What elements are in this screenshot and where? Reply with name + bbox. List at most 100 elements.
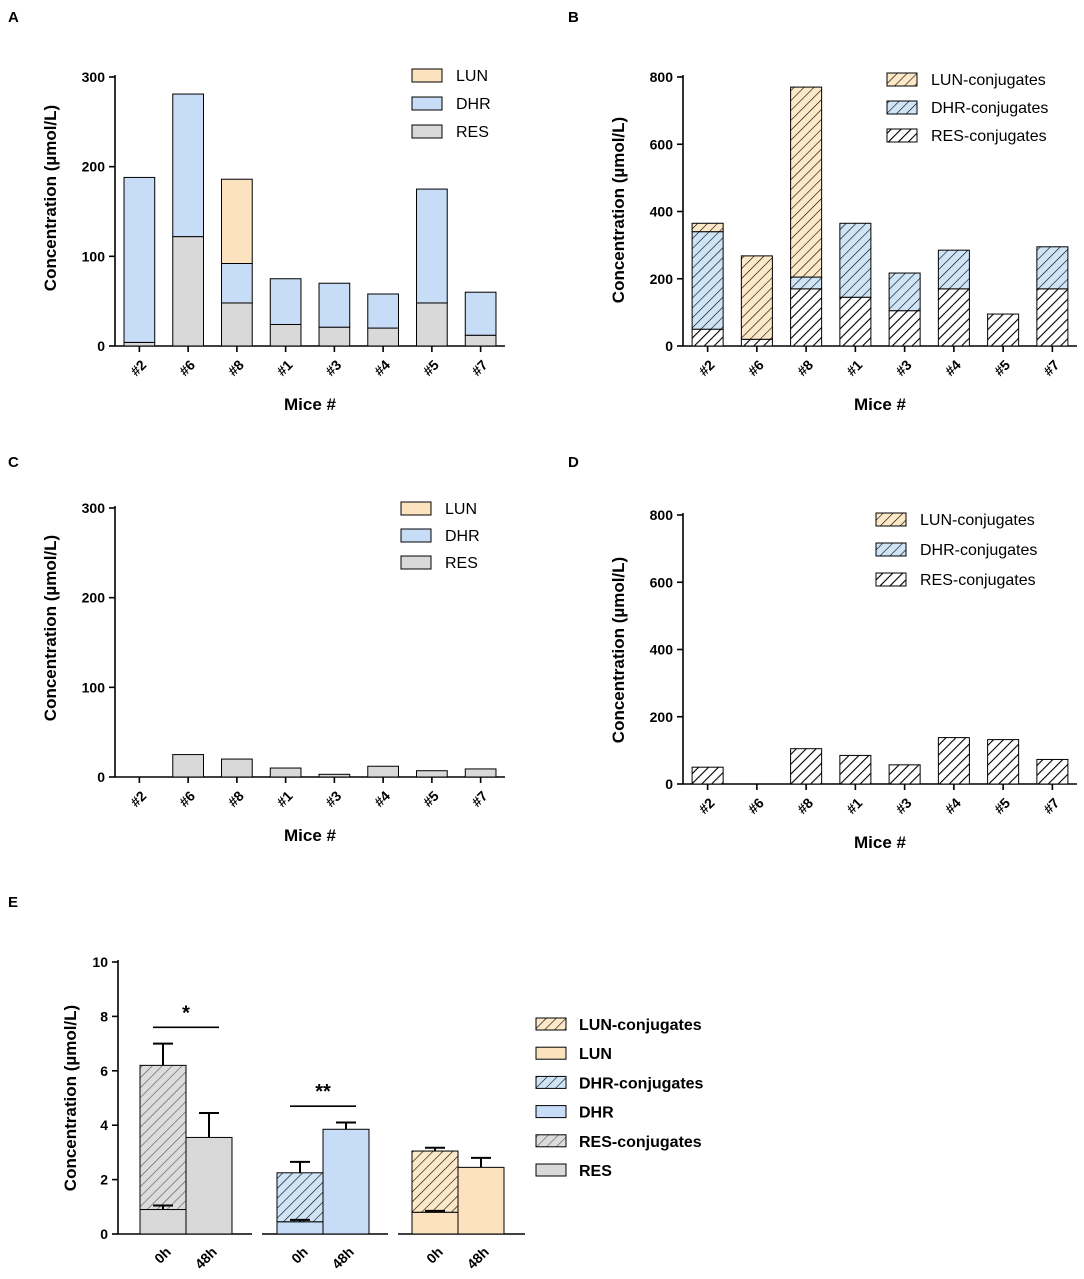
- panel-a-y-tick-label: 0: [97, 338, 105, 354]
- panel-c-x-tick-label: #1: [273, 787, 295, 809]
- panel-c-x-tick-label: #8: [224, 787, 246, 809]
- panel-c-bar-res-m3: [318, 773, 351, 778]
- panel-b-bar-lun-conjugates-m8: [790, 86, 823, 278]
- panel-e-bar-res-conjugates-0h: [139, 1064, 187, 1211]
- panel-b-legend-swatch-dhr-conjugates: [886, 100, 918, 115]
- panel-c-x-axis-title: Mice #: [284, 826, 337, 845]
- panel-a-bar-res-m5: [416, 302, 448, 347]
- panel-b-bar-res-conjugates-m2: [691, 328, 724, 347]
- panel-b-bar-lun-conjugates-m2: [691, 222, 724, 233]
- panel-a-bar-dhr-m2: [123, 176, 156, 343]
- panel-c-y-tick-label: 0: [97, 769, 105, 785]
- panel-b-x-axis-title: Mice #: [854, 395, 907, 414]
- panel-d-y-tick-label: 800: [650, 507, 674, 523]
- panel-b-y-tick-label: 400: [650, 204, 674, 220]
- panel-b-bar-dhr-conjugates-m2: [691, 231, 724, 330]
- panel-b-legend-swatch-res-conjugates: [886, 128, 918, 143]
- panel-d-legend-label-dhr-conjugates: DHR-conjugates: [920, 542, 1037, 559]
- panel-e-y-axis-title: Concentration (µmol/L): [61, 1005, 80, 1191]
- panel-a-bar-dhr-m1: [269, 278, 302, 325]
- panel-c-y-tick-label: 100: [82, 679, 106, 695]
- panel-a-bar-dhr-m4: [367, 293, 399, 329]
- panel-e-y-tick-label: 0: [100, 1226, 108, 1242]
- panel-e-legend-swatch-lun: [535, 1046, 567, 1060]
- panel-b-x-tick-label: #8: [794, 356, 816, 378]
- panel-b-legend-label-res-conjugates: RES-conjugates: [931, 128, 1047, 145]
- panel-e-legend-label-lun-conjugates: LUN-conjugates: [579, 1017, 702, 1034]
- panel-b-chart: 0 200 400 600 800 #2 #6 #8 #1 #3 #4 #5 #7 Mice # Conce…: [609, 69, 1077, 414]
- panel-e-x-tick-label: 0h: [151, 1244, 174, 1267]
- panel-c-chart: 0 100 200 300 #2 #6 #8 #1 #3 #4 #5 #7 Mice # Concentr…: [41, 500, 505, 845]
- panel-e-chart: 0 2 4 6 8 10 0h 48h * 0h 48h ** 0h 48h Concentration (…: [61, 954, 704, 1272]
- panel-e-legend-label-res-conjugates: RES-conjugates: [579, 1134, 702, 1151]
- panel-e-bar-lun-conjugates-0h: [411, 1150, 459, 1213]
- panel-a-bar-dhr-m5: [416, 188, 448, 304]
- panel-e-y-tick-label: 2: [100, 1172, 108, 1188]
- panel-c-x-tick-label: #3: [322, 787, 344, 809]
- panel-e-bar-res-0h: [139, 1209, 187, 1235]
- panel-b-y-tick-label: 800: [650, 69, 674, 85]
- panel-b-x-tick-label: #1: [843, 356, 865, 378]
- panel-a-x-tick-label: #4: [371, 356, 393, 378]
- panel-e-legend-label-lun: LUN: [579, 1046, 612, 1063]
- panel-a-bar-dhr-m3: [318, 282, 351, 328]
- panel-d-x-tick-label: #4: [941, 794, 963, 816]
- panel-a-legend-swatch-res: [411, 124, 443, 139]
- panel-a-legend-label-dhr: DHR: [456, 96, 491, 113]
- panel-c-legend-label-res: RES: [445, 555, 478, 572]
- panel-e-legend-swatch-res: [535, 1163, 567, 1177]
- panel-e-legend-swatch-dhr: [535, 1105, 567, 1119]
- panel-d-bar-res-conjugates-m7: [1036, 758, 1069, 785]
- panel-c-y-tick-label: 200: [82, 590, 106, 606]
- panel-c-bar-res-m7: [464, 768, 497, 778]
- panel-a-legend-swatch-dhr: [411, 96, 443, 111]
- panel-a-y-tick-label: 300: [82, 69, 106, 85]
- panel-b-bar-dhr-conjugates-m8: [790, 276, 823, 290]
- panel-e-significance-res: *: [182, 1002, 190, 1024]
- panel-a-x-tick-label: #6: [176, 356, 198, 378]
- panel-d-x-axis-title: Mice #: [854, 833, 907, 852]
- panel-e-legend-label-dhr: DHR: [579, 1105, 614, 1122]
- panel-b-x-tick-label: #3: [892, 356, 914, 378]
- panel-e-legend-swatch-res-conjugates: [535, 1134, 567, 1148]
- panel-d-legend-swatch-dhr-conjugates: [875, 542, 907, 557]
- panel-b-y-axis-title: Concentration (µmol/L): [609, 117, 628, 303]
- panel-d-legend-label-res-conjugates: RES-conjugates: [920, 572, 1036, 589]
- panel-a-x-tick-label: #3: [322, 356, 344, 378]
- panel-a-bar-dhr-m8: [221, 263, 253, 304]
- panel-a-bar-res-m3: [318, 326, 351, 347]
- panel-e-bar-lun-0h: [411, 1211, 459, 1235]
- panel-letter-e: E: [8, 894, 18, 911]
- panel-e-y-tick-label: 8: [100, 1008, 108, 1024]
- panel-a-bar-res-m2: [123, 341, 156, 347]
- panel-a-x-tick-label: #7: [468, 356, 490, 378]
- panel-c-bar-res-m6: [172, 754, 204, 778]
- panel-d-legend-swatch-res-conjugates: [875, 572, 907, 587]
- panel-b-y-tick-label: 0: [665, 338, 673, 354]
- panel-d-y-tick-label: 400: [650, 642, 674, 658]
- panel-b-x-tick-label: #2: [695, 356, 717, 378]
- panel-c-x-tick-label: #6: [176, 787, 198, 809]
- panel-e-y-tick-label: 6: [100, 1063, 108, 1079]
- panel-e-x-tick-label: 0h: [288, 1244, 311, 1267]
- panel-d-y-tick-label: 200: [650, 709, 674, 725]
- panel-e-significance-dhr: **: [315, 1081, 331, 1103]
- panel-e-bar-dhr-48h: [322, 1128, 370, 1235]
- panel-c-bar-res-m4: [367, 765, 399, 778]
- panel-d-x-tick-label: #6: [744, 794, 766, 816]
- panel-e-bar-res-48h: [185, 1136, 233, 1235]
- panel-e-x-tick-label: 48h: [464, 1244, 492, 1272]
- panel-b-bar-res-conjugates-m7: [1036, 288, 1069, 347]
- panel-d-y-axis-title: Concentration (µmol/L): [609, 557, 628, 743]
- panel-a-legend-label-res: RES: [456, 124, 489, 141]
- panel-a-chart: 0 100 200 300 #2 #6 #8 #1 #3 #4 #5 #7 Mice # Concentr…: [41, 68, 505, 414]
- panel-d-bar-res-conjugates-m8: [790, 748, 823, 785]
- panel-b-bar-res-conjugates-m1: [839, 296, 872, 347]
- panel-e-y-tick-label: 10: [92, 954, 108, 970]
- panel-d-bar-res-conjugates-m5: [987, 739, 1020, 785]
- panel-a-bar-res-m8: [221, 302, 253, 347]
- panel-a-x-tick-label: #5: [419, 356, 441, 378]
- panel-d-legend-label-lun-conjugates: LUN-conjugates: [920, 512, 1035, 529]
- panel-e-legend-swatch-dhr-conjugates: [535, 1075, 567, 1089]
